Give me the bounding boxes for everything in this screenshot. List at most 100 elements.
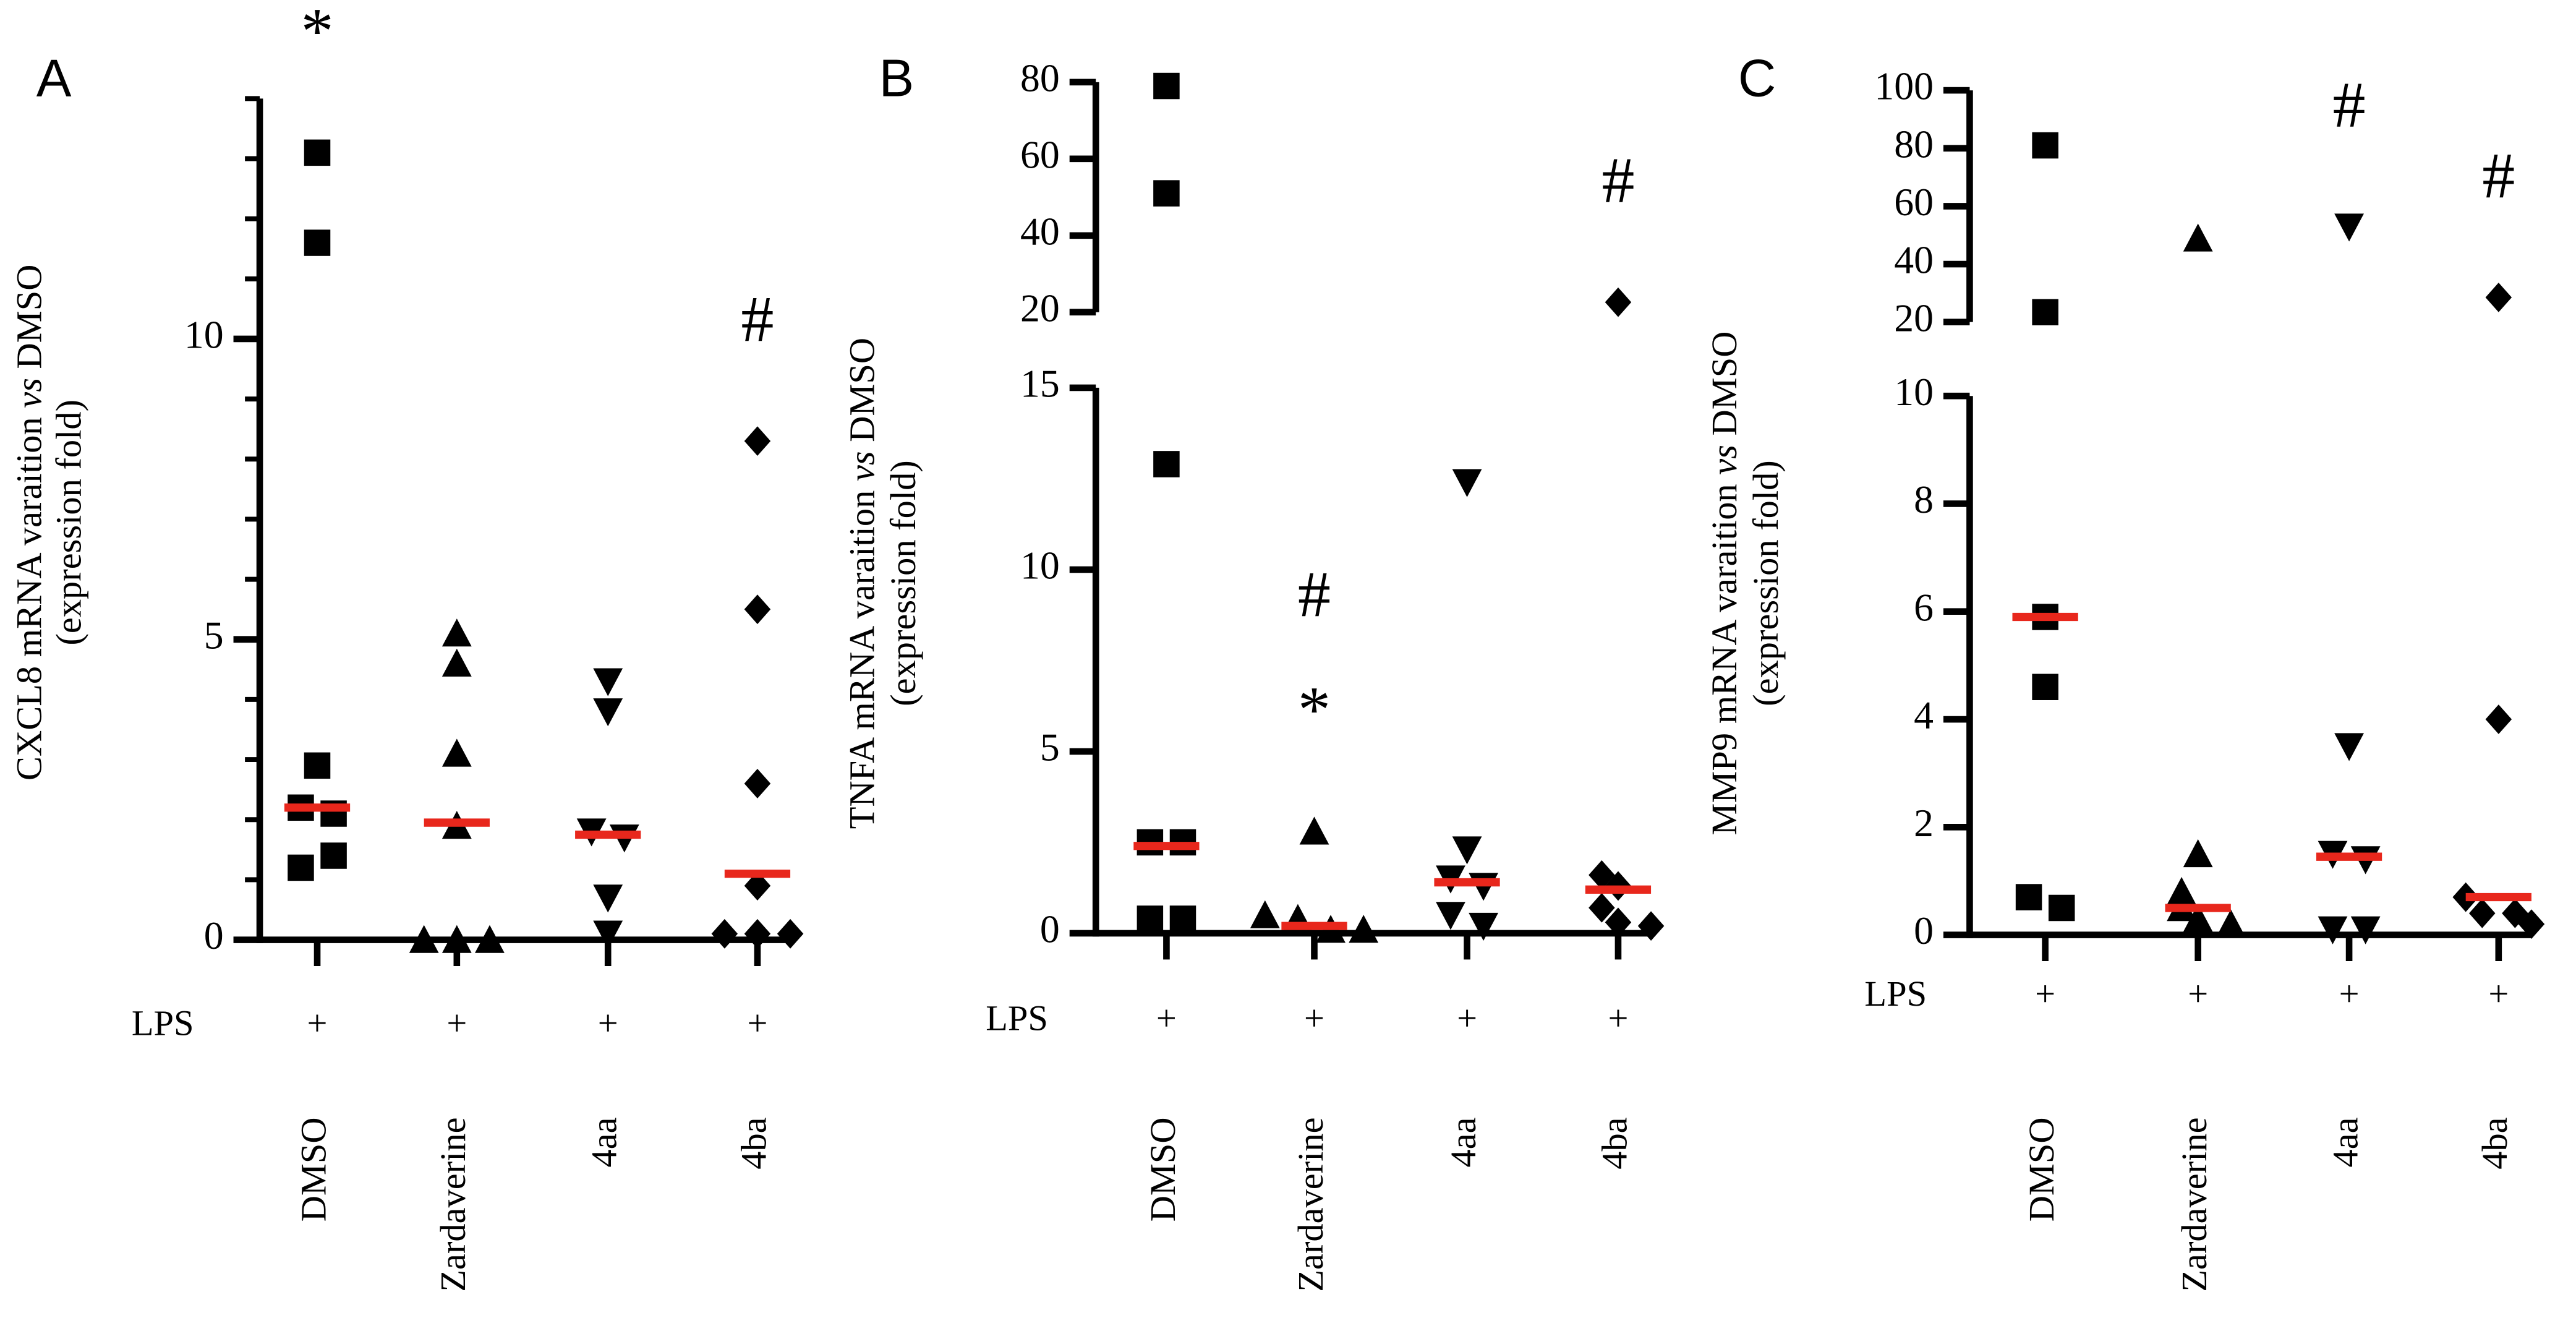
row-value: + — [1304, 998, 1324, 1038]
y-tick-label: 10 — [184, 313, 224, 357]
data-point — [2334, 733, 2364, 761]
x-tick-label: 4aa — [1443, 1117, 1483, 1167]
row-value: + — [1608, 998, 1628, 1038]
row-value: + — [1156, 998, 1177, 1038]
y-axis-label-part: vs — [9, 378, 49, 408]
y-tick-label: 5 — [204, 613, 224, 657]
y-tick-label: 2 — [1914, 801, 1934, 845]
annotation: # — [2482, 139, 2515, 212]
y-axis-label: (expression fold) — [49, 400, 89, 646]
x-tick-label: Zardaverine — [433, 1117, 473, 1291]
data-point — [2183, 904, 2213, 932]
y-tick-label: 8 — [1914, 477, 1934, 521]
y-tick-label: 100 — [1874, 64, 1934, 108]
y-tick-label: 10 — [1020, 544, 1060, 588]
data-point — [475, 925, 505, 953]
panel-letter: C — [1738, 49, 1776, 108]
data-point — [1452, 836, 1482, 865]
data-point — [1153, 72, 1180, 100]
data-point — [441, 648, 472, 677]
y-tick-label: 4 — [1914, 693, 1934, 737]
y-tick-label: 80 — [1894, 122, 1934, 166]
row-value: + — [2035, 974, 2055, 1014]
data-point — [744, 426, 771, 456]
row-value: + — [446, 1003, 467, 1043]
y-tick-label: 40 — [1894, 238, 1934, 282]
data-point — [2216, 909, 2246, 938]
x-tick-label: 4ba — [1594, 1117, 1634, 1169]
data-point — [744, 918, 771, 949]
data-point — [2334, 213, 2364, 242]
y-axis-label: (expression fold) — [1746, 460, 1786, 706]
y-tick-label: 10 — [1894, 370, 1934, 414]
x-tick-label: 4aa — [2325, 1117, 2365, 1167]
x-tick-label: 4ba — [2475, 1117, 2515, 1169]
data-point — [744, 769, 771, 798]
row-value: + — [2188, 974, 2208, 1014]
data-point — [1436, 902, 1465, 930]
data-point — [2350, 916, 2381, 944]
x-tick-label: DMSO — [1143, 1117, 1183, 1222]
data-point — [1589, 892, 1615, 923]
data-point — [593, 884, 623, 913]
data-point — [441, 618, 472, 647]
panel-letter: A — [36, 49, 72, 108]
data-point — [1169, 905, 1196, 932]
data-point — [1153, 451, 1180, 477]
x-tick-label: DMSO — [2021, 1117, 2062, 1222]
data-point — [1137, 905, 1164, 932]
row-label: LPS — [132, 1003, 194, 1043]
y-axis-label-part: MMP9 mRNA varaition — [1704, 475, 1744, 836]
y-axis-label-part: DMSO — [1704, 332, 1744, 445]
data-point — [1349, 915, 1379, 943]
data-point — [288, 854, 314, 881]
x-tick-label: Zardaverine — [1290, 1117, 1331, 1291]
data-point — [1299, 816, 1329, 845]
y-tick-label: 0 — [1040, 907, 1060, 951]
data-point — [777, 918, 804, 949]
row-label: LPS — [986, 998, 1048, 1038]
x-tick-label: 4ba — [733, 1117, 774, 1169]
y-tick-label: 20 — [1020, 286, 1060, 330]
data-point — [2183, 223, 2213, 252]
data-point — [441, 738, 472, 767]
y-axis-label-part: CXCL8 mRNA varaition — [9, 408, 49, 781]
data-point — [593, 698, 623, 727]
y-tick-label: 5 — [1040, 726, 1060, 769]
row-value: + — [1457, 998, 1477, 1038]
data-point — [744, 594, 771, 625]
y-axis-label-part: TNFA mRNA varaition — [842, 481, 882, 829]
data-point — [1605, 287, 1632, 317]
y-axis-label: MMP9 mRNA varaition vs DMSO — [1704, 332, 1744, 836]
data-point — [2032, 132, 2058, 159]
panel-letter: B — [879, 49, 915, 108]
data-point — [2015, 884, 2042, 910]
annotation: # — [741, 283, 774, 356]
data-point — [304, 139, 331, 166]
data-point — [711, 918, 738, 949]
data-point — [593, 668, 623, 696]
data-point — [2485, 704, 2512, 734]
data-point — [2032, 299, 2058, 326]
row-value: + — [2339, 974, 2360, 1014]
y-tick-label: 6 — [1914, 585, 1934, 629]
row-value: + — [307, 1003, 328, 1043]
y-tick-label: 0 — [204, 914, 224, 957]
y-axis-label-part: DMSO — [9, 265, 49, 378]
annotation: * — [1298, 673, 1331, 746]
data-point — [744, 871, 771, 901]
y-axis-label-part: DMSO — [842, 338, 882, 451]
y-tick-label: 20 — [1894, 296, 1934, 340]
data-point — [320, 842, 347, 869]
y-tick-label: 15 — [1020, 362, 1060, 406]
x-tick-label: DMSO — [293, 1117, 333, 1222]
data-point — [304, 229, 331, 256]
data-point — [1250, 900, 1280, 928]
y-tick-label: 80 — [1020, 56, 1060, 100]
y-tick-label: 40 — [1020, 209, 1060, 253]
data-point — [2485, 282, 2512, 312]
data-point — [2518, 909, 2545, 940]
annotation: # — [1601, 143, 1634, 216]
row-value: + — [598, 1003, 618, 1043]
